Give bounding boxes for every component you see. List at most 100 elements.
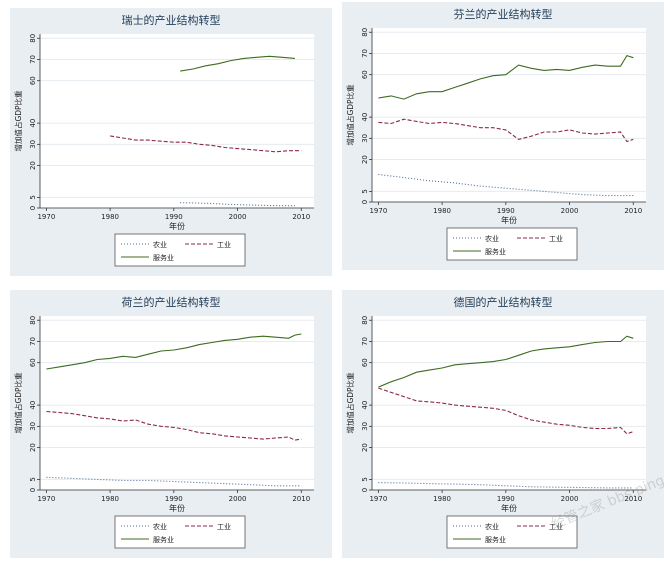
series-line — [180, 202, 295, 207]
plot-area — [40, 316, 314, 490]
series-line — [46, 333, 302, 370]
y-tick-label: 80 — [361, 316, 369, 325]
legend-label: 农业 — [485, 234, 499, 243]
legend-label: 农业 — [485, 522, 499, 531]
y-tick-label: 70 — [361, 49, 369, 58]
y-tick-label: 80 — [361, 28, 369, 37]
y-tick-label: 0 — [29, 488, 37, 492]
y-tick-label: 70 — [29, 337, 37, 346]
y-tick-label: 20 — [361, 443, 369, 452]
legend-label: 服务业 — [485, 247, 506, 256]
chart-panel-finland: 芬兰的产业结构转型 0 5 20 30 40 60 70 80 1970 1980 1990 2000… — [342, 2, 664, 270]
series-line — [180, 55, 295, 72]
x-tick-label: 1980 — [433, 207, 451, 215]
legend-label: 服务业 — [153, 535, 174, 544]
chart-title: 德国的产业结构转型 — [453, 296, 553, 309]
legend-label: 农业 — [153, 522, 167, 531]
chart-svg: 0 5 20 30 40 60 70 80 1970 1980 1990 2000 2010 年份 增加值占… — [345, 316, 646, 549]
series-line — [378, 335, 634, 388]
x-tick-label: 2010 — [292, 495, 310, 503]
chart-panel-netherlands: 荷兰的产业结构转型 0 5 20 30 40 60 70 80 1970 1980 1990 2000… — [10, 290, 332, 558]
y-tick-label: 5 — [29, 195, 37, 199]
x-axis-label: 年份 — [501, 215, 517, 225]
legend — [114, 233, 246, 267]
y-tick-label: 80 — [29, 34, 37, 43]
x-tick-label: 2000 — [229, 495, 247, 503]
x-tick-label: 1970 — [369, 495, 387, 503]
x-tick-label: 1980 — [101, 213, 119, 221]
y-tick-label: 20 — [29, 443, 37, 452]
x-tick-label: 1990 — [165, 495, 183, 503]
y-tick-label: 40 — [29, 119, 37, 128]
chart-svg: 0 5 20 30 40 60 70 80 1970 1980 1990 2000 2010 年份 增加值占… — [345, 28, 646, 261]
y-tick-label: 60 — [29, 76, 37, 85]
legend-label: 工业 — [217, 522, 231, 531]
x-tick-label: 1970 — [37, 213, 55, 221]
y-tick-label: 40 — [361, 113, 369, 122]
y-axis-label: 增加值占GDP比重 — [13, 372, 23, 434]
y-axis-label: 增加值占GDP比重 — [345, 84, 355, 146]
chart-panel-germany: 德国的产业结构转型 0 5 20 30 40 60 70 80 1970 1980 1990 2000… — [342, 290, 664, 558]
y-tick-label: 60 — [361, 358, 369, 367]
y-tick-label: 5 — [361, 477, 369, 481]
y-tick-label: 20 — [29, 161, 37, 170]
y-tick-label: 30 — [361, 422, 369, 431]
series-line — [46, 410, 302, 441]
y-tick-label: 5 — [29, 477, 37, 481]
x-axis-label: 年份 — [169, 221, 185, 231]
series-line — [378, 118, 634, 143]
y-tick-label: 0 — [361, 488, 369, 492]
legend-label: 工业 — [549, 234, 563, 243]
x-axis-label: 年份 — [501, 503, 517, 513]
y-tick-label: 0 — [361, 200, 369, 204]
y-tick-label: 20 — [361, 155, 369, 164]
series-line — [378, 54, 634, 100]
plot-area — [372, 316, 646, 490]
x-tick-label: 1970 — [37, 495, 55, 503]
x-tick-label: 1990 — [497, 495, 515, 503]
chart-title: 瑞士的产业结构转型 — [121, 14, 221, 27]
legend-label: 农业 — [153, 240, 167, 249]
x-tick-label: 1990 — [497, 207, 515, 215]
x-axis-label: 年份 — [169, 503, 185, 513]
x-tick-label: 1970 — [369, 207, 387, 215]
x-tick-label: 1980 — [433, 495, 451, 503]
series-line — [378, 482, 634, 489]
legend-label: 工业 — [217, 240, 231, 249]
y-tick-label: 70 — [361, 337, 369, 346]
y-tick-label: 60 — [361, 70, 369, 79]
y-axis-label: 增加值占GDP比重 — [345, 372, 355, 434]
plot-area — [372, 28, 646, 202]
y-tick-label: 30 — [29, 140, 37, 149]
y-tick-label: 70 — [29, 55, 37, 64]
chart-svg: 0 5 20 30 40 60 70 80 1970 1980 1990 2000 2010 年份 增加值占… — [13, 316, 314, 549]
y-tick-label: 60 — [29, 358, 37, 367]
legend — [446, 227, 578, 261]
x-tick-label: 2000 — [229, 213, 247, 221]
y-tick-label: 80 — [29, 316, 37, 325]
legend-label: 服务业 — [153, 253, 174, 262]
series-line — [46, 476, 302, 487]
series-line — [378, 173, 634, 197]
y-tick-label: 30 — [361, 134, 369, 143]
y-tick-label: 40 — [361, 401, 369, 410]
x-tick-label: 2010 — [624, 495, 642, 503]
legend-label: 工业 — [549, 522, 563, 531]
x-tick-label: 2010 — [292, 213, 310, 221]
y-tick-label: 30 — [29, 422, 37, 431]
y-axis-label: 增加值占GDP比重 — [13, 90, 23, 152]
x-tick-label: 2000 — [561, 495, 579, 503]
y-tick-label: 5 — [361, 189, 369, 193]
x-tick-label: 2000 — [561, 207, 579, 215]
chart-panel-switzerland: 瑞士的产业结构转型 0 5 20 30 40 60 70 80 1970 1980 1990 2000… — [10, 8, 332, 276]
y-tick-label: 40 — [29, 401, 37, 410]
x-tick-label: 1990 — [165, 213, 183, 221]
chart-title: 芬兰的产业结构转型 — [453, 8, 553, 21]
legend-label: 服务业 — [485, 535, 506, 544]
x-tick-label: 2010 — [624, 207, 642, 215]
chart-svg: 0 5 20 30 40 60 70 80 1970 1980 1990 2000 2010 年份 增加值占… — [13, 34, 314, 267]
legend — [446, 515, 578, 549]
series-line — [110, 135, 302, 153]
x-tick-label: 1980 — [101, 495, 119, 503]
y-tick-label: 0 — [29, 206, 37, 210]
